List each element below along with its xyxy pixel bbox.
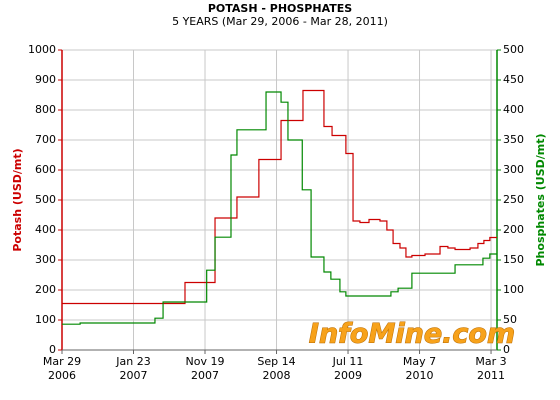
y-tick-label: 300 bbox=[35, 253, 56, 266]
x-tick-label: Nov 19 bbox=[186, 355, 225, 368]
y2-tick-label: 50 bbox=[503, 313, 517, 326]
x-tick-label: May 7 bbox=[403, 355, 436, 368]
y-tick-label: 500 bbox=[35, 193, 56, 206]
y2-tick-label: 350 bbox=[503, 133, 524, 146]
x-tick-label: 2010 bbox=[406, 369, 434, 382]
chart-subtitle: 5 YEARS (Mar 29, 2006 - Mar 28, 2011) bbox=[172, 15, 388, 28]
y-tick-label: 700 bbox=[35, 133, 56, 146]
y-tick-label: 600 bbox=[35, 163, 56, 176]
x-tick-label: Jan 23 bbox=[115, 355, 150, 368]
x-tick-label: 2008 bbox=[263, 369, 291, 382]
y2-axis-title: Phosphates (USD/mt) bbox=[534, 134, 547, 267]
data-line bbox=[62, 89, 497, 305]
x-tick-label: 2007 bbox=[191, 369, 219, 382]
y-tick-label: 100 bbox=[35, 313, 56, 326]
y2-tick-label: 150 bbox=[503, 253, 524, 266]
x-tick-label: 2007 bbox=[120, 369, 148, 382]
x-tick-label: Sep 14 bbox=[257, 355, 295, 368]
chart-title: POTASH - PHOSPHATES bbox=[208, 2, 352, 15]
y-tick-label: 0 bbox=[49, 343, 56, 356]
y2-tick-label: 250 bbox=[503, 193, 524, 206]
y-tick-label: 800 bbox=[35, 103, 56, 116]
y-tick-label: 200 bbox=[35, 283, 56, 296]
y-tick-label: 400 bbox=[35, 223, 56, 236]
watermark: InfoMine.com bbox=[309, 319, 515, 350]
x-tick-label: Mar 3 bbox=[475, 355, 506, 368]
y2-tick-label: 0 bbox=[503, 343, 510, 356]
y2-tick-label: 200 bbox=[503, 223, 524, 236]
y2-tick-label: 100 bbox=[503, 283, 524, 296]
x-tick-label: Jul 11 bbox=[332, 355, 364, 368]
y-axis-title: Potash (USD/mt) bbox=[11, 148, 24, 251]
y-tick-label: 1000 bbox=[28, 43, 56, 56]
x-tick-label: 2006 bbox=[48, 369, 76, 382]
data-line bbox=[62, 91, 497, 325]
y2-tick-label: 400 bbox=[503, 103, 524, 116]
y2-tick-label: 450 bbox=[503, 73, 524, 86]
y-tick-label: 900 bbox=[35, 73, 56, 86]
y2-tick-label: 500 bbox=[503, 43, 524, 56]
x-tick-label: Mar 29 bbox=[43, 355, 81, 368]
x-tick-label: 2011 bbox=[477, 369, 505, 382]
y2-tick-label: 300 bbox=[503, 163, 524, 176]
x-tick-label: 2009 bbox=[334, 369, 362, 382]
